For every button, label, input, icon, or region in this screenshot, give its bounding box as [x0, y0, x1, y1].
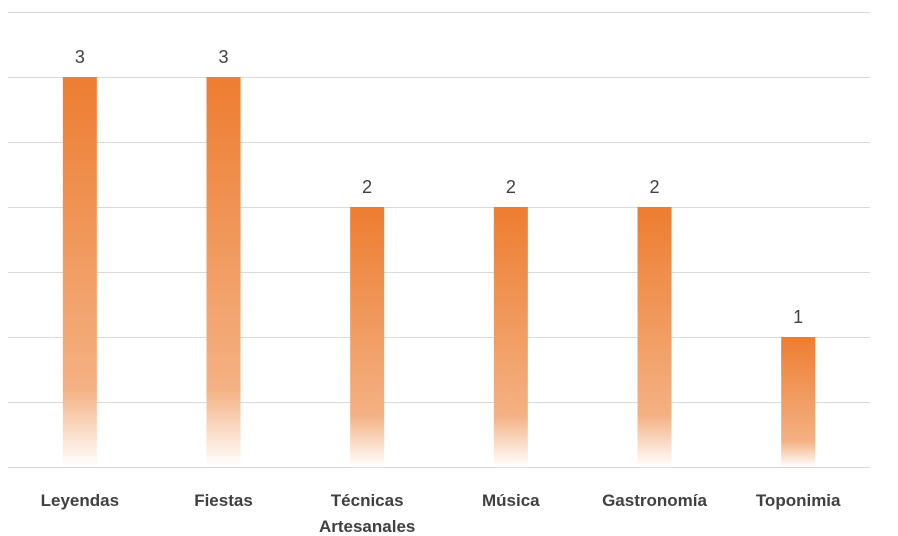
data-labels: 3 3 2 2 2 1: [75, 47, 803, 327]
data-label-2: 2: [362, 177, 372, 197]
data-label-0: 3: [75, 47, 85, 67]
bars: [62, 77, 816, 467]
category-label-2: Técnicas Artesanales: [319, 491, 415, 536]
bar-0: [62, 77, 97, 467]
bar-3: [493, 207, 528, 467]
bar-1: [206, 77, 241, 467]
data-label-1: 3: [218, 47, 228, 67]
category-label-3: Música: [482, 491, 540, 510]
bar-2: [350, 207, 385, 467]
gridlines: [8, 12, 870, 468]
category-label-0: Leyendas: [41, 491, 119, 510]
bar-5: [781, 337, 816, 467]
category-label-5: Toponimia: [756, 491, 841, 510]
category-label-4: Gastronomía: [602, 491, 707, 510]
data-label-5: 1: [793, 307, 803, 327]
bar-4: [637, 207, 672, 467]
category-labels: Leyendas Fiestas Técnicas Artesanales Música…: [41, 491, 841, 536]
data-label-3: 2: [506, 177, 516, 197]
category-label-1: Fiestas: [194, 491, 253, 510]
data-label-4: 2: [649, 177, 659, 197]
